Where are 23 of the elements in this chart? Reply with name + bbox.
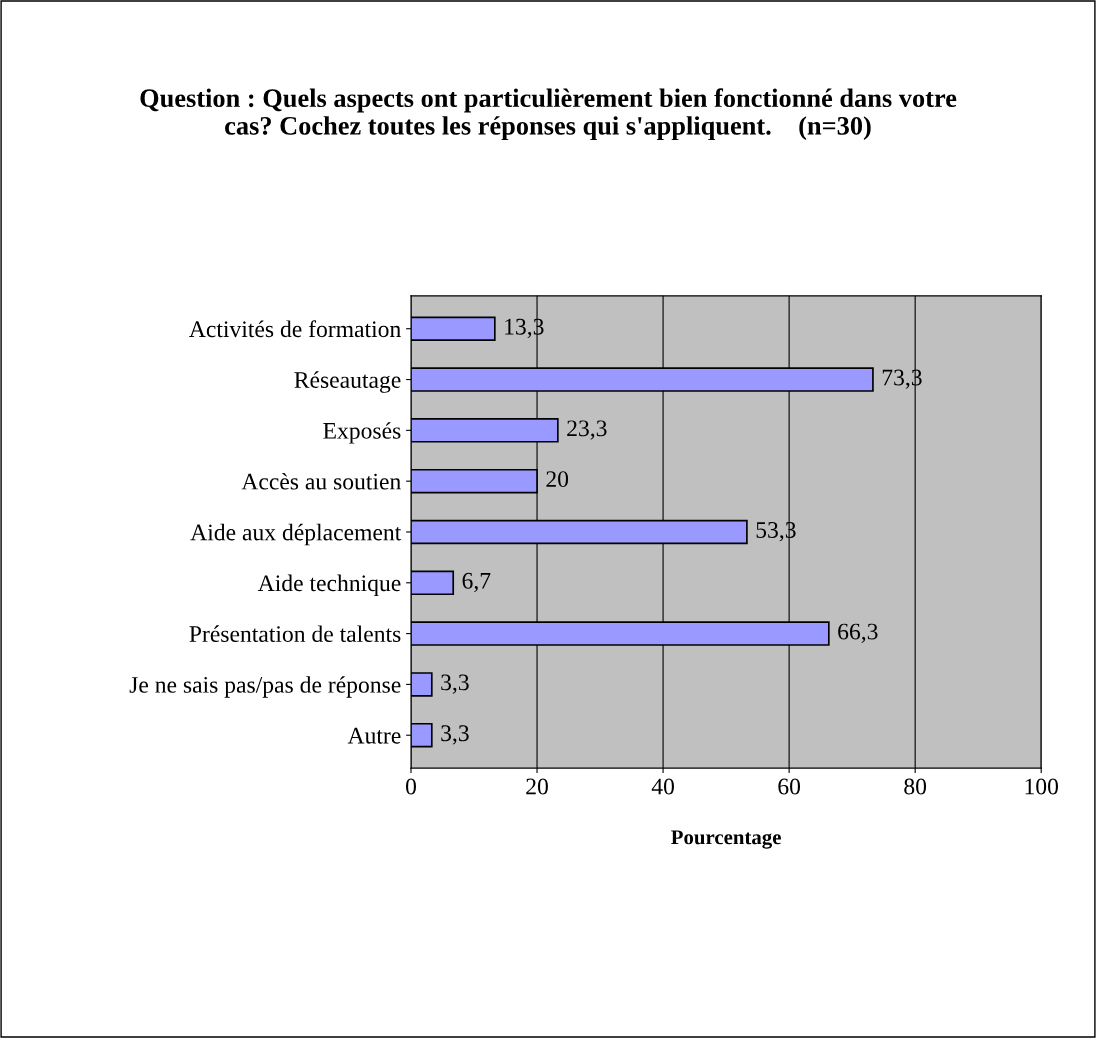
data-label: 23,3 [567,420,607,440]
data-label: 20 [546,471,569,488]
data-label: 6,7 [462,572,491,593]
y-tick-label: Réseautage [294,371,401,393]
y-tick-label: Activités de formation [189,320,401,338]
x-tick-label: 20 [526,778,548,795]
x-tick-label: 40 [651,778,674,795]
x-tick-label: 60 [778,778,801,795]
chart-title: Question : Quels aspects ont particulièrement bien fonctionné dans votre cas? Cochez toutes les réponses qui s'appliquent. (n=30) [140,88,957,141]
x-axis-title: Pourcentage [671,830,781,849]
x-tick-label: 100 [1025,778,1059,795]
x-tick-label: 80 [904,778,927,795]
y-tick-label: Je ne sais pas/pas de réponse [129,676,401,698]
y-tick-label: Aide technique [257,574,401,597]
y-tick-label: Présentation de talents [189,625,401,643]
y-tick-label: Exposés [323,422,401,444]
x-tick-label: 0 [406,778,416,795]
data-label: 66,3 [838,623,878,643]
y-tick-label: Autre [347,727,401,744]
y-tick-label: Aide aux déplacement [190,523,402,546]
y-tick-label: Accès au soutien [241,472,401,490]
data-label: 3,3 [441,674,469,694]
data-label: 3,3 [441,725,469,745]
